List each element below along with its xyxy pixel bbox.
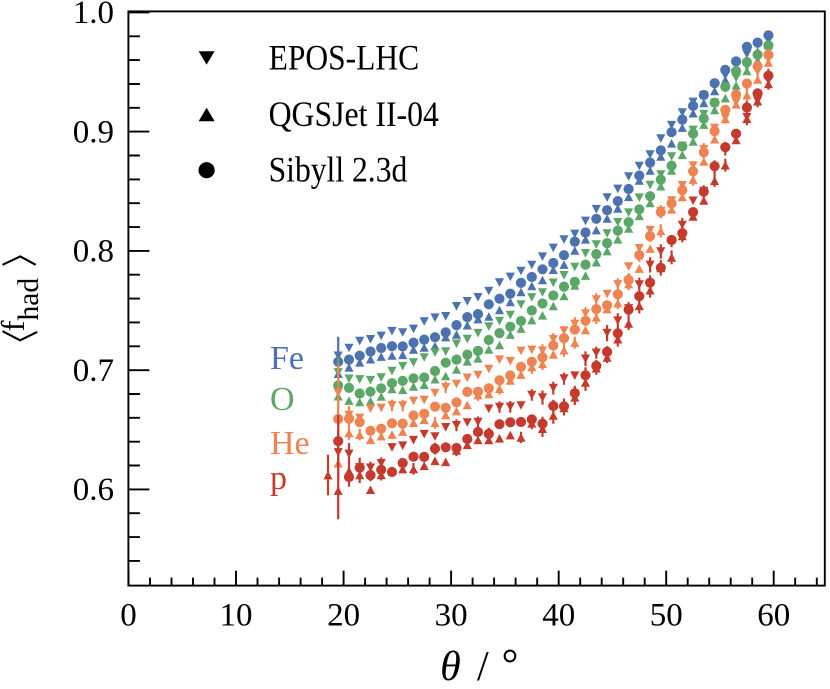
svg-text:θ/°: θ / °	[440, 642, 518, 689]
svg-text:EPOS-LHC: EPOS-LHC	[269, 37, 420, 77]
svg-text:0.7: 0.7	[73, 353, 114, 389]
svg-text:Fe: Fe	[270, 340, 304, 377]
svg-text:40: 40	[542, 598, 575, 634]
svg-text:0.9: 0.9	[73, 114, 114, 150]
svg-text:1.0: 1.0	[73, 0, 114, 31]
svg-text:30: 30	[435, 598, 468, 634]
svg-text:QGSJet II-04: QGSJet II-04	[269, 94, 440, 134]
svg-text:Sibyll 2.3d: Sibyll 2.3d	[269, 150, 408, 190]
svg-text:0.6: 0.6	[73, 472, 114, 508]
svg-text:20: 20	[327, 598, 360, 634]
svg-text:He: He	[270, 425, 310, 462]
svg-text:O: O	[270, 381, 295, 418]
svg-text:p: p	[270, 460, 287, 497]
svg-text:60: 60	[757, 598, 790, 634]
svg-text:10: 10	[220, 598, 253, 634]
svg-text:0.8: 0.8	[73, 234, 114, 270]
svg-text:50: 50	[650, 598, 683, 634]
svg-text:0: 0	[120, 598, 137, 634]
